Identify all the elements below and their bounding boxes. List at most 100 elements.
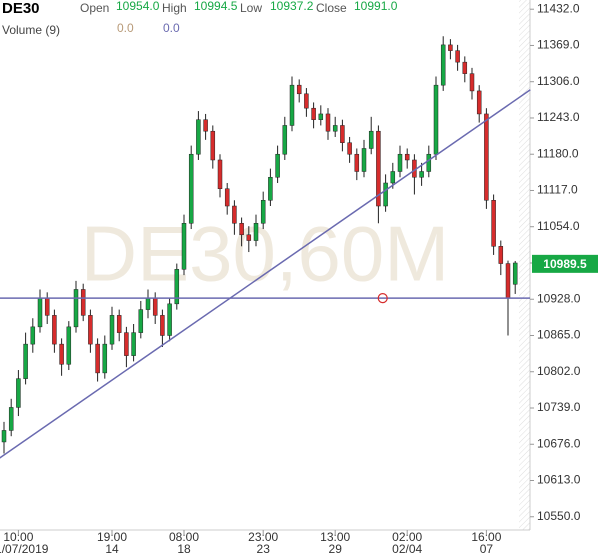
candle-body xyxy=(311,107,316,120)
candle-body xyxy=(80,289,86,316)
candle-body xyxy=(246,234,252,241)
candle-body xyxy=(59,343,64,365)
candle-body xyxy=(455,50,460,63)
x-tick-label: 13:00 xyxy=(320,530,350,544)
candle-body xyxy=(124,332,129,356)
candle-body xyxy=(196,119,201,155)
candle-body xyxy=(469,73,475,92)
candle-body xyxy=(37,297,43,328)
candle-body xyxy=(174,269,180,305)
candle-body xyxy=(296,84,302,95)
candle-body xyxy=(1,430,7,443)
y-tick-label: 10739.0 xyxy=(537,400,581,414)
future-area xyxy=(519,0,530,530)
candle-body xyxy=(44,297,50,316)
candle-body xyxy=(404,153,410,161)
candle-body xyxy=(426,153,432,172)
high-label: High xyxy=(162,1,187,15)
y-tick-label: 11117.0 xyxy=(537,183,578,197)
candle-body xyxy=(304,93,309,109)
candle-body xyxy=(260,200,266,224)
candle-body xyxy=(448,44,453,51)
candle-body xyxy=(512,262,518,285)
x-tick-label: 08:00 xyxy=(169,530,199,544)
y-tick-label: 11054.0 xyxy=(537,219,580,233)
candle-body xyxy=(268,176,273,201)
candle-body xyxy=(462,61,468,74)
x-date-label: 23 xyxy=(257,542,271,556)
candle-body xyxy=(397,153,403,172)
anchor-marker xyxy=(377,292,388,304)
candle-body xyxy=(160,315,165,336)
candle-body xyxy=(484,113,489,201)
x-date-label: 01/07/2019 xyxy=(0,542,49,556)
candle-body xyxy=(368,130,374,149)
candle-body xyxy=(203,119,208,132)
candle-body xyxy=(95,343,100,374)
x-date-label: 02/04 xyxy=(392,542,422,556)
y-tick-label: 11369.0 xyxy=(537,38,580,52)
y-tick-label: 10676.0 xyxy=(537,436,581,450)
low-value: 10937.2 xyxy=(270,0,314,13)
x-date-label: 14 xyxy=(105,542,119,556)
candle-body xyxy=(217,159,223,190)
candle-body xyxy=(253,223,259,241)
price-tag-label: 10989.5 xyxy=(543,257,587,271)
candle-body xyxy=(23,343,28,379)
open-label: Open xyxy=(80,1,109,15)
high-value: 10994.5 xyxy=(194,0,238,13)
candle-body xyxy=(282,125,288,155)
candle-body xyxy=(318,113,324,120)
x-tick-label: 19:00 xyxy=(97,530,127,544)
trend-line xyxy=(0,89,531,459)
candle-body xyxy=(109,315,115,345)
x-tick-label: 16:00 xyxy=(471,530,501,544)
candle-body xyxy=(66,326,72,365)
candle-body xyxy=(188,153,194,224)
candle-body xyxy=(30,326,36,345)
candle-body xyxy=(167,303,172,336)
y-tick-label: 11243.0 xyxy=(537,110,580,124)
candle-body xyxy=(325,113,331,132)
candle-body xyxy=(116,315,122,333)
x-date-label: 07 xyxy=(480,542,494,556)
close-value: 10991.0 xyxy=(354,0,398,13)
candle-body xyxy=(433,84,439,155)
low-label: Low xyxy=(240,1,262,15)
candle-body xyxy=(73,289,79,328)
y-tick-label: 10550.0 xyxy=(537,509,581,523)
x-tick-label: 10:00 xyxy=(3,530,33,544)
candle-body xyxy=(332,125,338,132)
x-date-label: 29 xyxy=(329,542,343,556)
candle-body xyxy=(52,315,57,345)
candle-body xyxy=(340,125,345,143)
candle-body xyxy=(491,200,496,247)
y-tick-label: 10928.0 xyxy=(537,291,581,305)
y-tick-label: 10613.0 xyxy=(537,473,581,487)
y-tick-label: 10865.0 xyxy=(537,328,581,342)
y-tick-label: 11432.0 xyxy=(537,1,580,15)
candle-body xyxy=(498,246,504,264)
candle-body xyxy=(419,171,424,178)
y-tick-label: 11180.0 xyxy=(537,146,579,160)
candle-body xyxy=(88,315,93,345)
volume-label: Volume (9) xyxy=(2,23,60,37)
candle-body xyxy=(131,332,136,356)
candle-body xyxy=(8,407,14,431)
candle-body xyxy=(347,142,352,155)
candle-body xyxy=(505,263,511,299)
x-tick-label: 02:00 xyxy=(392,530,422,544)
candle-body xyxy=(224,188,230,207)
y-tick-label: 11306.0 xyxy=(537,74,580,88)
candle-body xyxy=(354,153,360,172)
candle-body xyxy=(145,297,151,310)
candle-body xyxy=(16,378,21,408)
candle-body xyxy=(210,130,216,161)
watermark: DE30,60M xyxy=(81,210,450,298)
candle-body xyxy=(289,84,295,126)
volume-value: 0.0 xyxy=(163,21,180,35)
candle-body xyxy=(390,171,396,184)
candle-body xyxy=(476,90,482,115)
candle-body xyxy=(152,297,158,316)
